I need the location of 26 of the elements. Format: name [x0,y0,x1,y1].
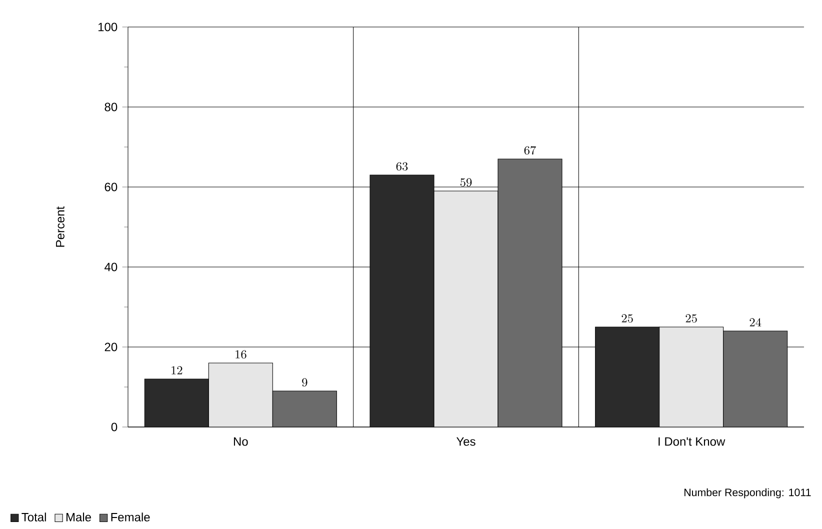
legend-label: Female [111,512,150,522]
legend-label: Male [66,512,91,522]
data-label: 63 [396,162,408,171]
x-tick-label: No [234,438,248,446]
x-tick-label: I Don't Know [658,438,726,446]
data-label: 67 [524,146,536,155]
y-axis-title: Percent [56,206,64,247]
y-tick-label: 80 [104,102,118,112]
data-label: 59 [460,178,472,187]
y-tick-label: 100 [98,22,118,32]
text: Number Responding: 1011 [684,488,811,498]
data-label: 9 [302,378,308,387]
data-label: 12 [172,366,182,374]
y-tick-label: 0 [111,422,118,432]
bar [370,174,434,428]
bar [595,326,660,428]
data-label: 25 [686,314,697,323]
data-label: 25 [622,314,633,323]
bar [144,378,209,428]
data-label: 16 [236,350,246,359]
x-tick-label: Yes [456,438,476,446]
y-tick-label: 40 [104,262,118,272]
legend-label: Total [22,512,46,522]
data-label: 24 [750,318,762,326]
y-tick-label: 60 [104,182,118,192]
y-tick-label: 20 [104,342,118,352]
